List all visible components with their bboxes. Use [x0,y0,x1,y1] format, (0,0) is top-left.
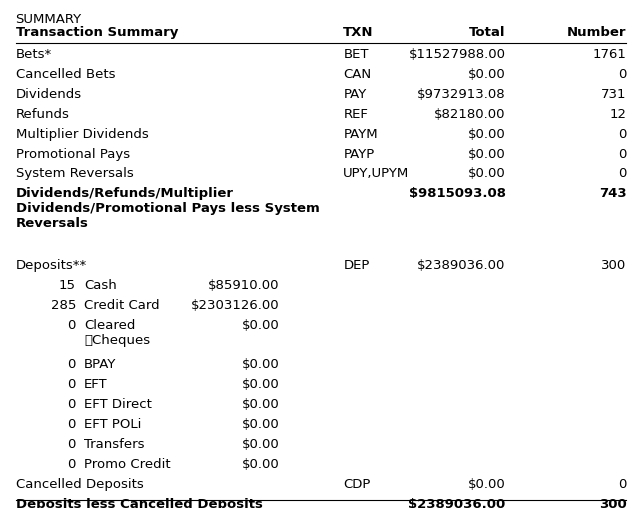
Text: 285: 285 [51,299,76,312]
Text: Transfers: Transfers [84,438,144,451]
Text: 731: 731 [601,88,627,101]
Text: System Reversals: System Reversals [15,168,134,180]
Text: Bets*: Bets* [15,48,52,61]
Text: $2303126.00: $2303126.00 [191,299,280,312]
Text: 0: 0 [618,478,627,491]
Text: 0: 0 [618,168,627,180]
Text: Credit Card: Credit Card [84,299,160,312]
Text: EFT: EFT [84,378,108,391]
Text: 0: 0 [618,147,627,161]
Text: Refunds: Refunds [15,108,69,121]
Text: $0.00: $0.00 [468,168,505,180]
Text: $0.00: $0.00 [468,478,505,491]
Text: 0: 0 [67,418,76,431]
Text: $0.00: $0.00 [242,458,280,471]
Text: Deposits**: Deposits** [15,259,87,272]
Text: $0.00: $0.00 [242,418,280,431]
Text: Deposits less Cancelled Deposits: Deposits less Cancelled Deposits [15,498,263,508]
Text: REF: REF [343,108,368,121]
Text: Number: Number [567,26,627,39]
Text: $11527988.00: $11527988.00 [408,48,505,61]
Text: 300: 300 [599,498,627,508]
Text: CDP: CDP [343,478,370,491]
Text: Total: Total [469,26,505,39]
Text: Promo Credit: Promo Credit [84,458,171,471]
Text: Dividends: Dividends [15,88,82,101]
Text: $0.00: $0.00 [242,398,280,411]
Text: $0.00: $0.00 [242,438,280,451]
Text: 743: 743 [599,187,627,200]
Text: $9732913.08: $9732913.08 [417,88,505,101]
Text: PAYM: PAYM [343,128,378,141]
Text: Promotional Pays: Promotional Pays [15,147,130,161]
Text: Dividends/Refunds/Multiplier
Dividends/Promotional Pays less System
Reversals: Dividends/Refunds/Multiplier Dividends/P… [15,187,319,230]
Text: $0.00: $0.00 [242,378,280,391]
Text: 15: 15 [59,279,76,292]
Text: PAY: PAY [343,88,367,101]
Text: 0: 0 [67,319,76,332]
Text: TXN: TXN [343,26,374,39]
Text: $2389036.00: $2389036.00 [408,498,505,508]
Text: 0: 0 [67,358,76,371]
Text: $82180.00: $82180.00 [434,108,505,121]
Text: 0: 0 [618,128,627,141]
Text: Multiplier Dividends: Multiplier Dividends [15,128,148,141]
Text: $9815093.08: $9815093.08 [408,187,505,200]
Text: $0.00: $0.00 [468,128,505,141]
Text: $2389036.00: $2389036.00 [417,259,505,272]
Text: $85910.00: $85910.00 [208,279,280,292]
Text: SUMMARY: SUMMARY [15,13,82,25]
Text: 0: 0 [67,378,76,391]
Text: Cancelled Bets: Cancelled Bets [15,68,115,81]
Text: UPY,UPYM: UPY,UPYM [343,168,410,180]
Text: Cancelled Deposits: Cancelled Deposits [15,478,143,491]
Text: $0.00: $0.00 [468,68,505,81]
Text: Cleared
	Cheques: Cleared Cheques [84,319,150,346]
Text: BPAY: BPAY [84,358,117,371]
Text: PAYP: PAYP [343,147,374,161]
Text: $0.00: $0.00 [242,319,280,332]
Text: CAN: CAN [343,68,372,81]
Text: EFT POLi: EFT POLi [84,418,142,431]
Text: Transaction Summary: Transaction Summary [15,26,178,39]
Text: 1761: 1761 [593,48,627,61]
Text: 0: 0 [618,68,627,81]
Text: 0: 0 [67,458,76,471]
Text: EFT Direct: EFT Direct [84,398,152,411]
Text: Cash: Cash [84,279,117,292]
Text: $0.00: $0.00 [242,358,280,371]
Text: 300: 300 [602,259,627,272]
Text: 12: 12 [609,108,627,121]
Text: DEP: DEP [343,259,370,272]
Text: 0: 0 [67,398,76,411]
Text: BET: BET [343,48,369,61]
Text: 0: 0 [67,438,76,451]
Text: $0.00: $0.00 [468,147,505,161]
